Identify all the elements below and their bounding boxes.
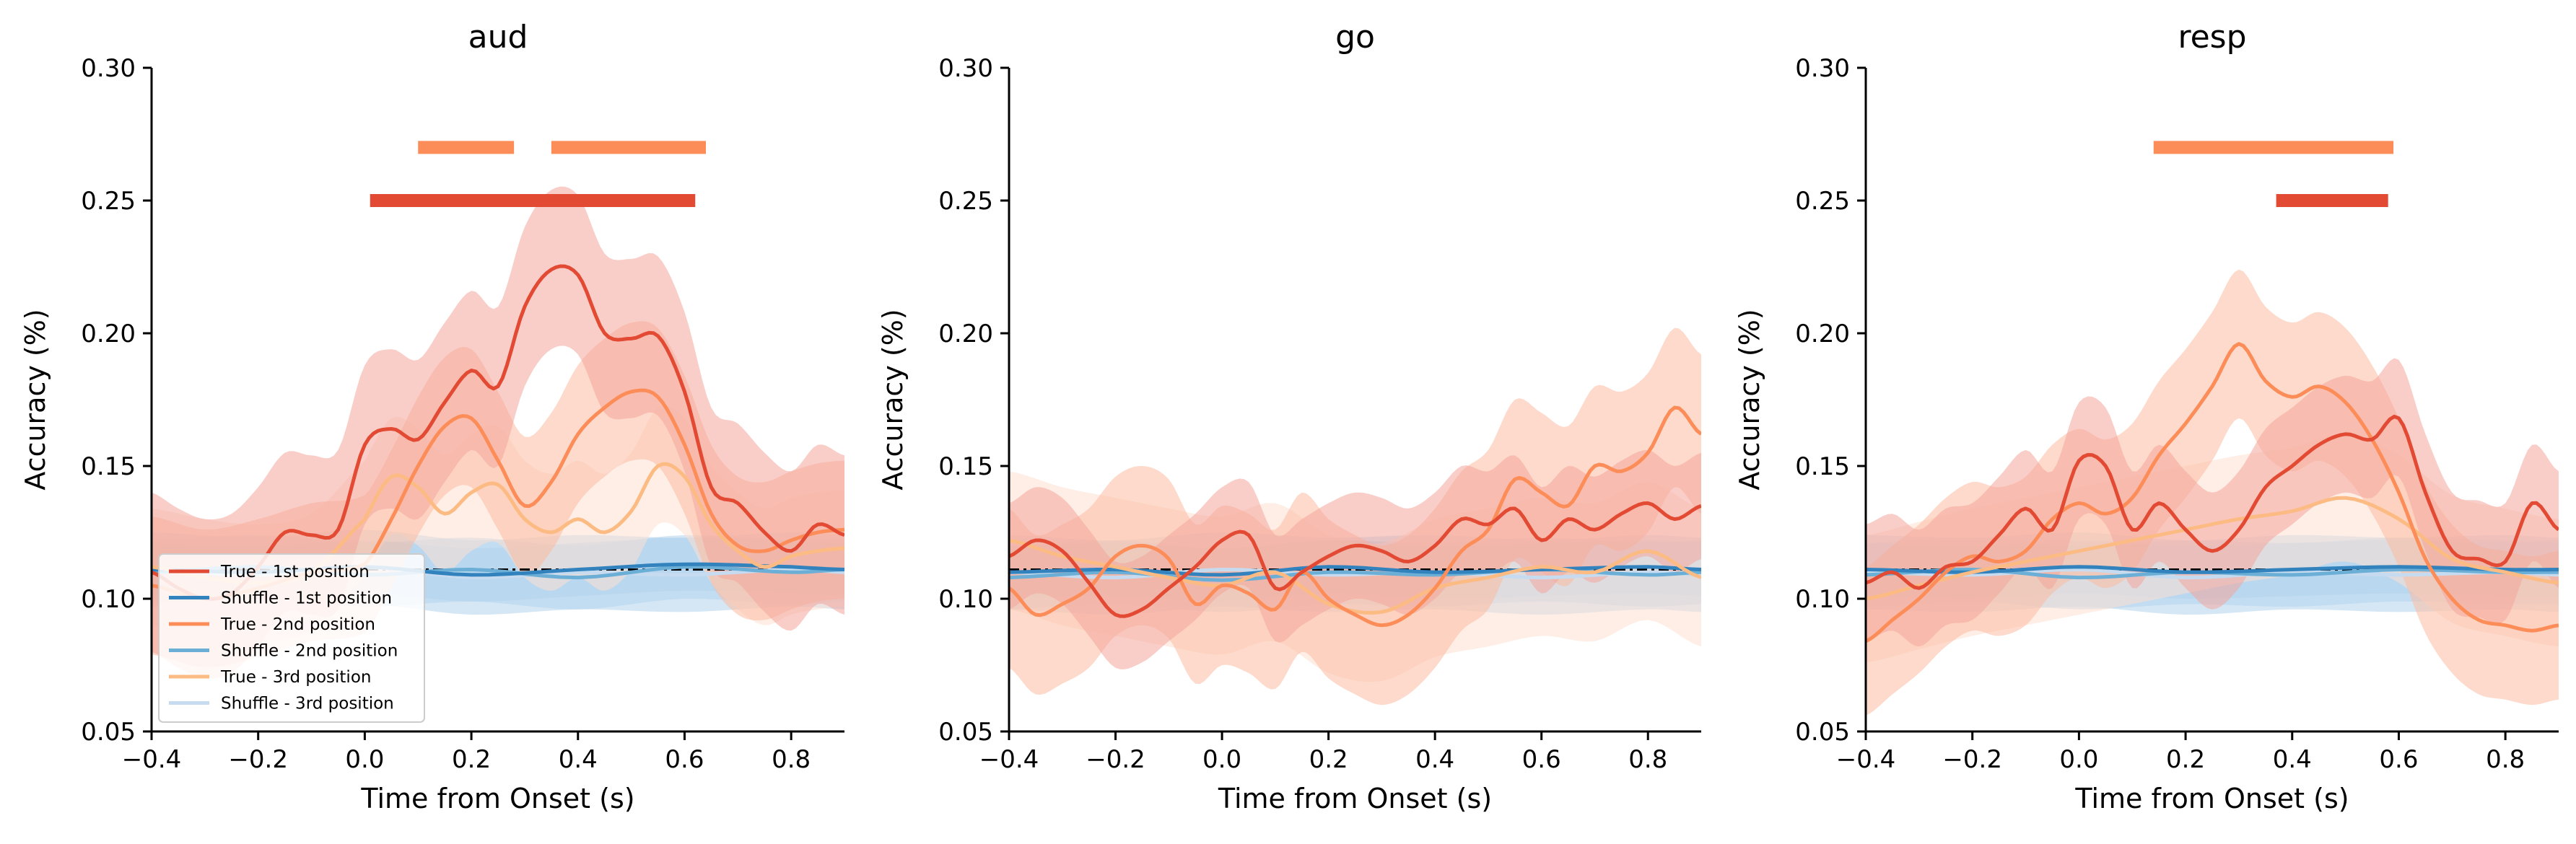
panel-title: aud [468, 19, 528, 56]
y-tick-label: 0.30 [938, 54, 993, 83]
x-tick-label: 0.8 [1628, 745, 1667, 774]
line-true_3 [1009, 538, 1701, 615]
x-tick-label: 0.2 [1309, 745, 1348, 774]
y-tick-label: 0.20 [81, 320, 136, 348]
x-tick-label: −0.4 [122, 745, 182, 774]
y-tick-label: 0.05 [938, 718, 993, 747]
legend-label: True - 1st position [220, 563, 370, 581]
panel-aud: 0.05 0.10 0.15 0.20 0.25 0.30 −0.4 −0.2 0.0 0.2 0.… [19, 19, 844, 814]
y-tick-label: 0.30 [1795, 54, 1850, 83]
plot-area [1009, 328, 1701, 705]
x-tick-label: 0.0 [2059, 745, 2098, 774]
x-tick-label: 0.2 [452, 745, 491, 774]
legend-label: Shuffle - 2nd position [221, 642, 398, 661]
legend-label: True - 3rd position [220, 668, 371, 687]
x-tick-label: −0.4 [979, 745, 1039, 774]
x-tick-label: 0.6 [2379, 745, 2418, 774]
y-tick-label: 0.25 [1795, 187, 1850, 216]
y-tick-label: 0.25 [81, 187, 136, 216]
x-axis-label: Time from Onset (s) [1218, 783, 1492, 814]
x-tick-label: 0.6 [665, 745, 704, 774]
y-axis-label: Accuracy (%) [19, 309, 51, 490]
legend-label: Shuffle - 3rd position [221, 695, 394, 713]
x-tick-label: −0.2 [228, 745, 288, 774]
y-tick-label: 0.10 [1795, 585, 1850, 614]
y-axis-label: Accuracy (%) [1734, 309, 1765, 490]
plot-area [1866, 269, 2559, 716]
panel-title: resp [2178, 19, 2246, 56]
line-true_3 [152, 462, 844, 585]
x-tick-label: 0.4 [1415, 745, 1454, 774]
legend-label: Shuffle - 1st position [221, 589, 392, 608]
y-tick-label: 0.10 [81, 585, 136, 614]
band-true_1 [1009, 449, 1701, 669]
x-tick-label: 0.0 [345, 745, 384, 774]
line-true_1 [1009, 501, 1701, 618]
y-tick-label: 0.20 [1795, 320, 1850, 348]
y-tick-label: 0.15 [938, 452, 993, 481]
y-tick-label: 0.15 [81, 452, 136, 481]
y-tick-label: 0.25 [938, 187, 993, 216]
band-true_2 [1866, 269, 2559, 716]
line-shuffle_2 [1009, 568, 1701, 582]
x-tick-label: 0.8 [772, 745, 811, 774]
y-tick-label: 0.30 [81, 54, 136, 83]
x-tick-label: 0.4 [2273, 745, 2312, 774]
line-true_3 [1866, 496, 2559, 601]
line-true_2 [1866, 342, 2559, 643]
y-tick-label: 0.05 [81, 718, 136, 747]
legend: True - 1st position Shuffle - 1st positio… [158, 553, 425, 723]
x-tick-label: −0.4 [1836, 745, 1896, 774]
x-tick-label: −0.2 [1942, 745, 2002, 774]
y-tick-label: 0.10 [938, 585, 993, 614]
panel-go: 0.05 0.10 0.15 0.20 0.25 0.30 −0.4 −0.2 0.0 0.2 0.… [877, 19, 1701, 814]
y-tick-label: 0.20 [938, 320, 993, 348]
panel-title: go [1335, 19, 1375, 56]
x-tick-label: 0.0 [1202, 745, 1241, 774]
line-true_1 [1866, 414, 2559, 590]
x-tick-label: 0.6 [1522, 745, 1561, 774]
x-tick-label: 0.4 [559, 745, 598, 774]
legend-label: True - 2nd position [220, 615, 375, 634]
line-true_2 [1009, 405, 1701, 628]
y-tick-label: 0.15 [1795, 452, 1850, 481]
x-tick-label: 0.8 [2486, 745, 2525, 774]
y-tick-label: 0.05 [1795, 718, 1850, 747]
y-axis-label: Accuracy (%) [877, 309, 909, 490]
legend-frame [158, 553, 425, 723]
x-axis-label: Time from Onset (s) [360, 783, 634, 814]
x-tick-label: 0.2 [2166, 745, 2205, 774]
panel-resp: 0.05 0.10 0.15 0.20 0.25 0.30 −0.4 −0.2 0.0 0.2 0.… [1734, 19, 2559, 814]
x-axis-label: Time from Onset (s) [2074, 783, 2349, 814]
x-tick-label: −0.2 [1086, 745, 1145, 774]
